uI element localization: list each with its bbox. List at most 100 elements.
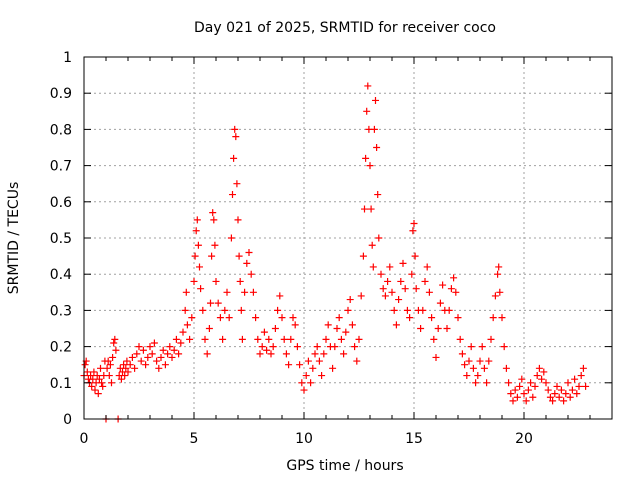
data-point-0-61 [172, 335, 180, 343]
y-tick-label-9: 0.9 [50, 86, 72, 102]
data-point-0-171 [374, 191, 382, 199]
data-point-0-82 [208, 252, 216, 260]
data-point-0-200 [432, 353, 440, 361]
data-point-0-136 [311, 350, 319, 358]
data-point-0-246 [531, 382, 539, 390]
data-point-0-8 [89, 375, 97, 383]
data-point-0-76 [197, 285, 205, 293]
data-point-0-33 [117, 375, 125, 383]
data-point-0-261 [564, 379, 572, 387]
data-point-0-54 [157, 353, 165, 361]
data-point-0-58 [166, 343, 174, 351]
y-tick-label-10: 1 [63, 50, 72, 66]
data-point-0-38 [123, 357, 131, 365]
data-point-0-157 [357, 292, 365, 300]
data-point-0-138 [315, 357, 323, 365]
data-point-0-128 [293, 343, 301, 351]
data-point-0-125 [287, 335, 295, 343]
data-point-0-194 [419, 306, 427, 314]
data-point-0-49 [146, 343, 154, 351]
data-point-0-145 [331, 343, 339, 351]
data-point-0-62 [175, 350, 183, 358]
data-point-0-139 [318, 372, 326, 380]
y-tick-label-1: 0.1 [50, 376, 72, 392]
data-point-0-245 [529, 393, 537, 401]
data-point-0-268 [579, 364, 587, 372]
data-point-0-131 [300, 386, 308, 394]
data-point-0-179 [390, 306, 398, 314]
data-point-0-206 [445, 306, 453, 314]
data-point-0-9 [90, 368, 98, 376]
data-point-0-177 [386, 263, 394, 271]
data-point-0-98 [233, 180, 241, 188]
data-point-0-28 [111, 335, 119, 343]
x-tick-label-3: 15 [405, 431, 423, 447]
data-point-0-101 [236, 277, 244, 285]
data-point-0-105 [243, 259, 251, 267]
data-point-0-255 [551, 390, 559, 398]
data-point-0-78 [201, 335, 209, 343]
data-point-0-174 [379, 285, 387, 293]
data-point-0-229 [495, 263, 503, 271]
data-point-0-117 [269, 343, 277, 351]
data-point-0-214 [463, 372, 471, 380]
data-point-0-141 [322, 335, 330, 343]
data-point-0-42 [131, 364, 139, 372]
data-point-0-59 [168, 353, 176, 361]
data-point-0-114 [263, 346, 271, 354]
data-point-0-242 [522, 397, 530, 405]
data-point-0-89 [219, 335, 227, 343]
data-point-0-40 [126, 361, 134, 369]
data-point-0-167 [369, 263, 377, 271]
data-point-0-232 [500, 343, 508, 351]
data-point-0-230 [496, 288, 504, 296]
y-tick-label-0: 0 [63, 412, 72, 428]
data-point-0-197 [425, 288, 433, 296]
data-point-0-73 [193, 216, 201, 224]
data-point-0-251 [542, 379, 550, 387]
data-point-0-71 [191, 252, 199, 260]
data-point-0-126 [289, 314, 297, 322]
y-axis-label: SRMTID / TECUs [6, 182, 22, 295]
data-point-0-227 [491, 292, 499, 300]
data-point-0-60 [170, 346, 178, 354]
data-point-0-218 [472, 379, 480, 387]
data-point-0-178 [388, 288, 396, 296]
data-point-0-259 [560, 397, 568, 405]
data-point-0-182 [397, 277, 405, 285]
data-point-0-164 [366, 162, 374, 170]
data-point-0-35 [120, 361, 128, 369]
data-point-0-201 [434, 325, 442, 332]
data-point-0-223 [483, 379, 491, 387]
data-point-0-113 [260, 328, 268, 336]
data-point-0-203 [439, 281, 447, 289]
data-point-0-166 [368, 241, 376, 249]
data-point-0-142 [324, 321, 332, 329]
data-point-0-100 [235, 252, 243, 260]
data-point-0-84 [210, 216, 218, 224]
data-point-0-220 [476, 357, 484, 365]
data-point-0-36 [121, 372, 129, 380]
data-point-0-16 [98, 379, 106, 387]
data-point-0-226 [489, 314, 497, 322]
data-point-0-170 [373, 144, 381, 151]
data-point-0-52 [153, 357, 161, 365]
data-point-0-137 [313, 343, 321, 351]
data-point-0-244 [527, 379, 535, 387]
data-point-0-189 [410, 220, 418, 228]
data-point-0-109 [252, 314, 260, 322]
data-point-0-80 [205, 325, 213, 332]
data-point-0-222 [480, 364, 488, 372]
data-point-0-135 [309, 364, 317, 372]
data-point-0-159 [361, 205, 368, 213]
data-point-0-87 [214, 299, 222, 307]
data-point-0-160 [362, 154, 370, 162]
data-point-0-41 [128, 353, 136, 361]
data-point-0-23 [105, 372, 113, 380]
data-point-0-161 [363, 107, 371, 115]
data-point-0-64 [179, 328, 187, 336]
data-point-0-169 [372, 96, 379, 104]
data-point-0-123 [282, 350, 290, 358]
x-tick-label-4: 20 [515, 431, 533, 447]
data-point-0-39 [124, 368, 132, 376]
